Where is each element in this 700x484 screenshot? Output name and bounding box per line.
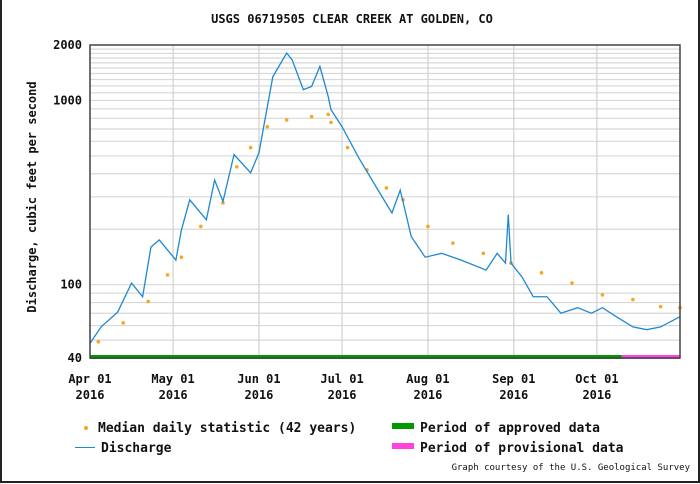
x-tick-year-label: 2016 [413, 388, 442, 402]
discharge-line-legend-icon [75, 447, 95, 448]
median-dot [284, 118, 289, 122]
x-tick-label: Aug 01 [406, 372, 449, 386]
median-dot [235, 165, 239, 169]
legend-median-label: Median daily statistic (42 years) [98, 421, 357, 436]
approved-bar-legend-icon [392, 423, 414, 429]
x-tick-year-label: 2016 [159, 388, 188, 402]
median-dot [345, 145, 350, 150]
median-dot [198, 224, 203, 229]
median-dot [96, 339, 101, 344]
legend-discharge: Discharge [75, 441, 171, 456]
provisional-period-bar [621, 355, 680, 359]
median-dot [384, 186, 389, 190]
legend-provisional: Period of provisional data [392, 441, 624, 456]
median-dot [165, 273, 170, 277]
x-tick-year-label: 2016 [328, 388, 357, 402]
median-dot [570, 281, 574, 285]
median-dot [426, 224, 430, 229]
y-tick-label: 1000 [53, 93, 82, 107]
median-dot [658, 304, 663, 309]
credit-text: Graph courtesy of the U.S. Geological Su… [451, 463, 690, 473]
x-tick-label: Sep 01 [492, 372, 535, 386]
chart-title: USGS 06719505 CLEAR CREEK AT GOLDEN, CO [211, 12, 493, 26]
median-dot-legend-icon [84, 426, 88, 430]
median-dot [248, 145, 253, 150]
x-tick-year-label: 2016 [499, 388, 528, 402]
x-tick-year-label: 2016 [245, 388, 274, 402]
median-dot [539, 271, 544, 275]
x-tick-label: Apr 01 [68, 372, 111, 386]
x-tick-label: Jun 01 [237, 372, 280, 386]
legend-approved-label: Period of approved data [420, 421, 601, 436]
median-dot [179, 255, 184, 259]
legend-approved: Period of approved data [392, 421, 600, 436]
legend-provisional-label: Period of provisional data [420, 441, 624, 456]
approved-period-bar [90, 355, 622, 359]
plot-border [89, 44, 681, 359]
y-tick-label: 100 [60, 278, 82, 292]
median-dot [121, 321, 126, 325]
discharge-line [89, 51, 681, 344]
median-dot [146, 299, 150, 304]
provisional-bar-legend-icon [392, 443, 414, 449]
x-tick-year-label: 2016 [76, 388, 105, 402]
median-dot [265, 124, 270, 129]
median-dot [329, 120, 333, 125]
y-tick-label: 2000 [53, 38, 82, 52]
median-dot [309, 114, 314, 119]
legend-discharge-label: Discharge [101, 441, 172, 456]
median-dot [600, 293, 605, 297]
median-dot [451, 241, 455, 245]
median-dot [481, 251, 486, 256]
legend-median: Median daily statistic (42 years) [80, 421, 356, 436]
x-tick-label: Oct 01 [575, 372, 618, 386]
median-dot [326, 112, 331, 117]
y-tick-label: 40 [68, 351, 82, 365]
median-dot [631, 297, 635, 302]
x-tick-label: May 01 [151, 372, 194, 386]
x-tick-label: Jul 01 [320, 372, 363, 386]
x-tick-year-label: 2016 [582, 388, 611, 402]
